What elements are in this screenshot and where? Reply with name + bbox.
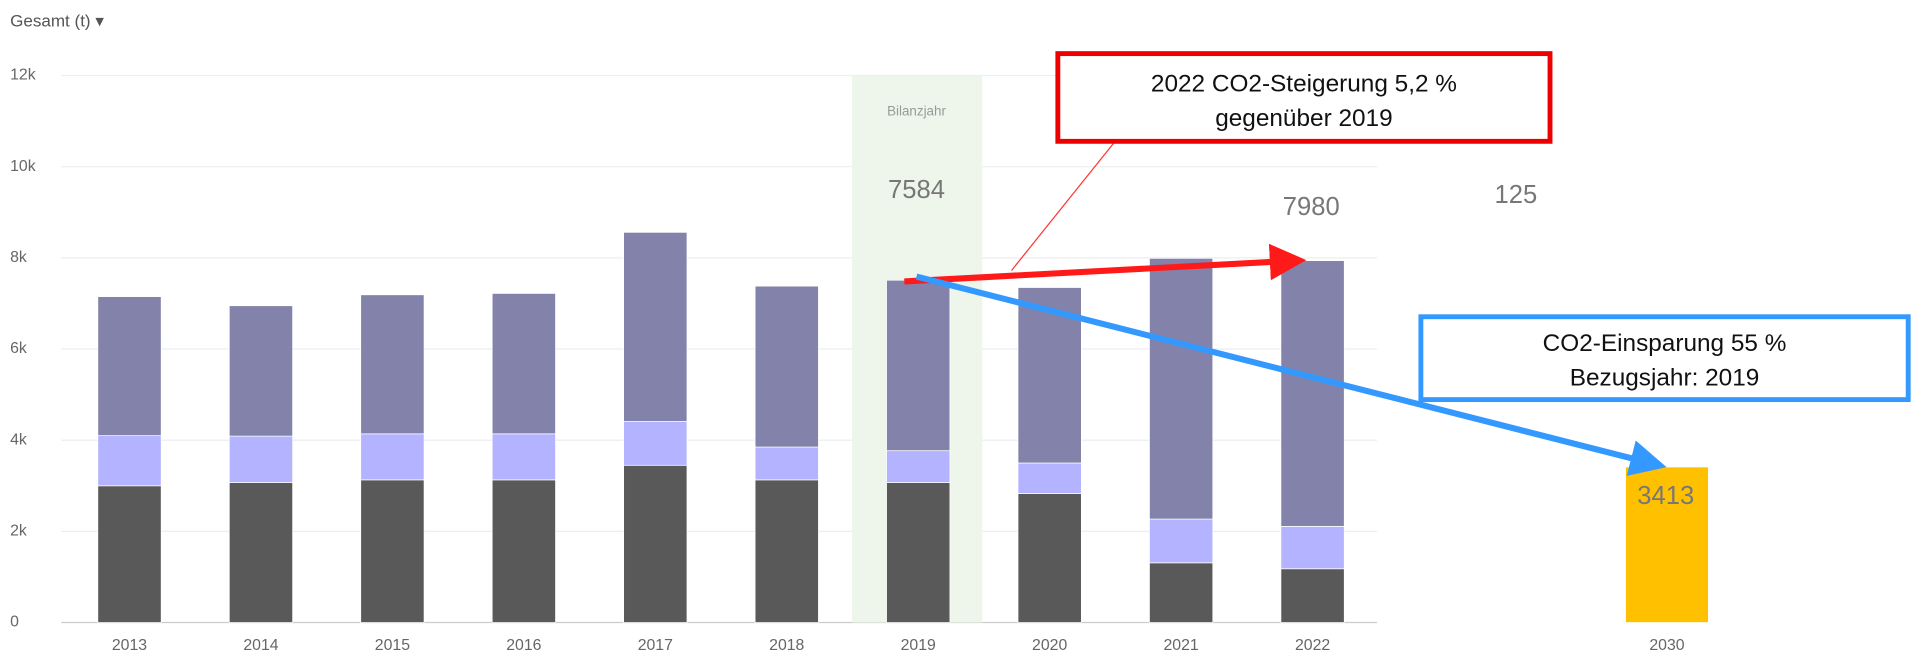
bar-segment — [1149, 518, 1214, 564]
bar-segment — [754, 446, 819, 481]
bar-segment — [360, 294, 425, 435]
saving-box — [1418, 314, 1911, 403]
bar-segment — [886, 482, 951, 623]
bar-segment — [491, 479, 556, 623]
y-tick-label: 2k — [10, 523, 27, 540]
bar-segment — [360, 479, 425, 623]
highlight-label: Bilanzjahr — [887, 104, 946, 119]
x-tick-label: 2018 — [769, 637, 804, 653]
bar-segment — [623, 421, 688, 466]
annotation: Bezugsjahr: 2019 — [1570, 364, 1760, 391]
increase-arrow — [904, 243, 1307, 285]
increase-box — [1055, 51, 1553, 144]
bar-segment — [1280, 260, 1345, 527]
x-tick-label: 2022 — [1295, 637, 1330, 653]
bar-segment — [623, 464, 688, 623]
dropdown-title[interactable]: Gesamt (t) ▾ — [10, 11, 104, 30]
x-tick-label: 2015 — [375, 637, 410, 653]
bar-segment — [491, 433, 556, 481]
y-tick-label: 10k — [10, 158, 36, 175]
x-tick-label: 2020 — [1032, 637, 1067, 653]
saving-arrow — [915, 273, 1667, 476]
y-tick-label: 4k — [10, 431, 27, 448]
callout-line — [1011, 140, 1116, 271]
annotation: CO2-Einsparung 55 % — [1543, 330, 1787, 357]
bar-segment — [1017, 462, 1082, 494]
y-tick-label: 0 — [10, 614, 19, 631]
grid: 0 2k 4k 6k 8k 10k 12k 2013 2014 2015 2016 2017 2018 2… — [10, 67, 1685, 653]
x-tick-label: 2019 — [901, 637, 936, 653]
bars — [97, 231, 1709, 623]
bar-segment — [228, 482, 293, 623]
bar-segment — [754, 285, 819, 448]
bar-segment — [360, 433, 425, 481]
value-label: 7584 — [888, 176, 945, 204]
x-tick-label: 2016 — [506, 637, 541, 653]
bar-segment — [491, 293, 556, 435]
x-tick-label: 2030 — [1649, 637, 1684, 653]
y-tick-label: 12k — [10, 67, 36, 84]
x-tick-label: 2014 — [243, 637, 278, 653]
bar-segment — [754, 479, 819, 623]
bar-segment — [1280, 568, 1345, 623]
bar-segment — [97, 296, 162, 437]
value-label: 3413 — [1637, 482, 1694, 510]
x-tick-label: 2021 — [1164, 637, 1199, 653]
annotation: gegenüber 2019 — [1215, 105, 1392, 132]
bar-segment — [886, 279, 951, 452]
bar-segment — [1280, 525, 1345, 570]
bar-segment — [97, 435, 162, 487]
value-label: 125 — [1495, 181, 1538, 209]
bar-segment — [1017, 493, 1082, 623]
bar-segment — [1149, 562, 1214, 623]
annotation: 2022 CO2-Steigerung 5,2 % — [1151, 71, 1457, 98]
x-tick-label: 2013 — [112, 637, 147, 653]
y-tick-label: 8k — [10, 249, 27, 266]
bar-segment — [228, 305, 293, 437]
bar-segment — [886, 450, 951, 483]
bar-segment — [1149, 257, 1214, 520]
x-tick-label: 2017 — [638, 637, 673, 653]
bar-segment — [1625, 466, 1709, 623]
value-label: 7980 — [1283, 193, 1340, 221]
bar-segment — [97, 485, 162, 623]
bar-segment — [623, 231, 688, 422]
y-tick-label: 6k — [10, 340, 27, 357]
bar-segment — [228, 435, 293, 483]
